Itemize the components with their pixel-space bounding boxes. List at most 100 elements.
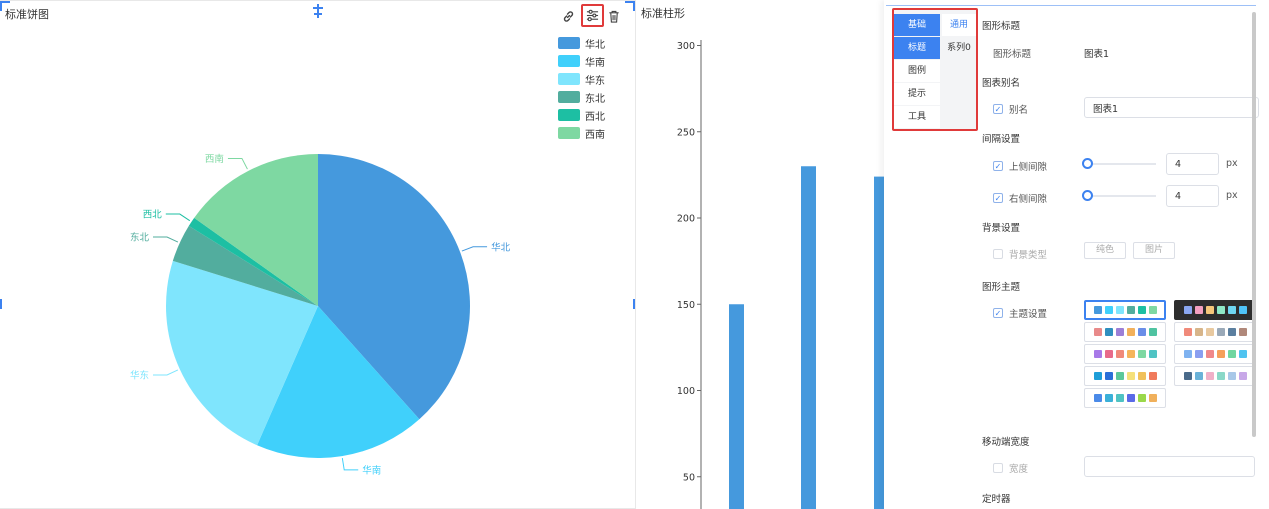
- legend-label: 华北: [585, 39, 605, 51]
- pie-slice[interactable]: [166, 260, 318, 446]
- width-checkbox[interactable]: [993, 463, 1003, 473]
- scrollbar[interactable]: [1252, 12, 1256, 437]
- theme-swatch: [1148, 328, 1157, 336]
- width-input[interactable]: [1084, 456, 1255, 477]
- top-spacing-slider[interactable]: [1084, 163, 1156, 165]
- legend-label: 华南: [585, 57, 605, 69]
- pie-slice[interactable]: [318, 154, 470, 420]
- legend-item[interactable]: 西北: [558, 106, 605, 124]
- tabs-highlight-box: [892, 8, 978, 131]
- theme-swatch: [1126, 394, 1135, 402]
- theme-swatch: [1194, 328, 1203, 336]
- theme-option[interactable]: [1174, 344, 1256, 364]
- section-spacing: 间隔设置: [982, 134, 1021, 145]
- theme-option[interactable]: [1084, 366, 1166, 386]
- y-tick-label: 50: [683, 472, 695, 483]
- top-spacing-label: 上侧间隙: [1009, 162, 1048, 173]
- theme-option[interactable]: [1174, 322, 1256, 342]
- top-spacing-slider-handle[interactable]: [1082, 158, 1093, 169]
- bg-type-row: 背景类型: [993, 247, 1047, 261]
- right-spacing-slider-handle[interactable]: [1082, 190, 1093, 201]
- legend-item[interactable]: 华北: [558, 34, 605, 52]
- theme-swatch: [1093, 306, 1102, 314]
- pie-slice-label: 东北: [130, 232, 150, 244]
- right-spacing-input[interactable]: 4: [1166, 185, 1219, 207]
- resize-handle-right[interactable]: [633, 299, 635, 309]
- theme-swatch: [1115, 372, 1124, 380]
- selection-corner-top-left: [0, 1, 10, 11]
- theme-swatch: [1115, 306, 1124, 314]
- theme-option[interactable]: [1084, 300, 1166, 320]
- bg-type-checkbox[interactable]: [993, 249, 1003, 259]
- link-icon[interactable]: [559, 7, 577, 25]
- section-chart-title: 图形标题: [982, 21, 1021, 32]
- theme-swatch: [1194, 350, 1203, 358]
- pie-label-line: [165, 213, 191, 222]
- theme-option[interactable]: [1084, 388, 1166, 408]
- bar-chart-panel[interactable]: 标准柱形 300 250 200 150 100 50: [636, 0, 886, 509]
- tab-title[interactable]: 标题: [894, 37, 940, 59]
- theme-option[interactable]: [1174, 366, 1256, 386]
- top-spacing-unit: px: [1226, 158, 1238, 169]
- theme-checkbox[interactable]: ✓: [993, 308, 1003, 318]
- bar[interactable]: [801, 166, 816, 509]
- theme-swatch: [1104, 350, 1113, 358]
- pie-slice[interactable]: [172, 225, 318, 306]
- theme-swatch: [1183, 350, 1192, 358]
- pie-slice-label: 华南: [362, 464, 381, 476]
- legend-item[interactable]: 华东: [558, 70, 605, 88]
- right-spacing-checkbox[interactable]: ✓: [993, 193, 1003, 203]
- legend-item[interactable]: 华南: [558, 52, 605, 70]
- legend-label: 东北: [585, 93, 605, 105]
- width-row: 宽度: [993, 461, 1028, 475]
- pie-chart-panel[interactable]: 标准饼图 华北 华南 华东 东北 西北 西南 华北 华南 华东 东北 西北 西南: [0, 0, 636, 509]
- theme-swatch: [1093, 328, 1102, 336]
- bar[interactable]: [729, 304, 744, 509]
- top-spacing-input[interactable]: 4: [1166, 153, 1219, 175]
- pie-slice[interactable]: [194, 154, 318, 306]
- right-spacing-slider[interactable]: [1084, 195, 1156, 197]
- alias-checkbox[interactable]: ✓: [993, 104, 1003, 114]
- theme-option[interactable]: [1084, 322, 1166, 342]
- pie-slice[interactable]: [188, 217, 318, 306]
- theme-option[interactable]: [1174, 300, 1256, 320]
- top-spacing-checkbox[interactable]: ✓: [993, 161, 1003, 171]
- bg-type-label: 背景类型: [1009, 250, 1048, 261]
- bar[interactable]: [874, 176, 886, 509]
- theme-swatch: [1126, 372, 1135, 380]
- settings-sliders-icon[interactable]: [581, 4, 604, 27]
- right-spacing-row: ✓ 右侧间隙: [993, 191, 1047, 205]
- alias-input[interactable]: 图表1: [1084, 97, 1259, 118]
- theme-swatch: [1093, 394, 1102, 402]
- legend-swatch: [558, 91, 580, 103]
- theme-swatch: [1148, 350, 1157, 358]
- trash-icon[interactable]: [605, 7, 623, 25]
- panel-top-border: [886, 5, 1256, 6]
- legend-item[interactable]: 东北: [558, 88, 605, 106]
- tab-tools[interactable]: 工具: [894, 106, 940, 128]
- align-center-icon[interactable]: [312, 3, 324, 18]
- tab-general[interactable]: 通用: [942, 14, 976, 36]
- pie-slice-label: 华北: [491, 241, 511, 253]
- pie-label-line: [153, 236, 179, 243]
- tab-legend[interactable]: 图例: [894, 60, 940, 82]
- legend-item[interactable]: 西南: [558, 124, 605, 142]
- y-tick-label: 250: [677, 127, 695, 138]
- top-spacing-row: ✓ 上侧间隙: [993, 159, 1047, 173]
- theme-swatch: [1205, 350, 1214, 358]
- theme-option[interactable]: [1084, 344, 1166, 364]
- bg-solid-button[interactable]: 纯色: [1084, 242, 1126, 259]
- legend-label: 西南: [585, 129, 605, 141]
- alias-label: 别名: [1009, 105, 1029, 116]
- resize-handle-left[interactable]: [0, 299, 2, 309]
- tab-tooltip[interactable]: 提示: [894, 83, 940, 105]
- legend-label: 西北: [585, 111, 605, 123]
- bg-image-button[interactable]: 图片: [1133, 242, 1175, 259]
- tab-series0[interactable]: 系列0: [947, 43, 971, 53]
- theme-swatch: [1137, 306, 1146, 314]
- pie-slice[interactable]: [257, 306, 420, 458]
- theme-swatch: [1194, 372, 1203, 380]
- tab-basic[interactable]: 基础: [894, 14, 940, 36]
- section-background: 背景设置: [982, 223, 1021, 234]
